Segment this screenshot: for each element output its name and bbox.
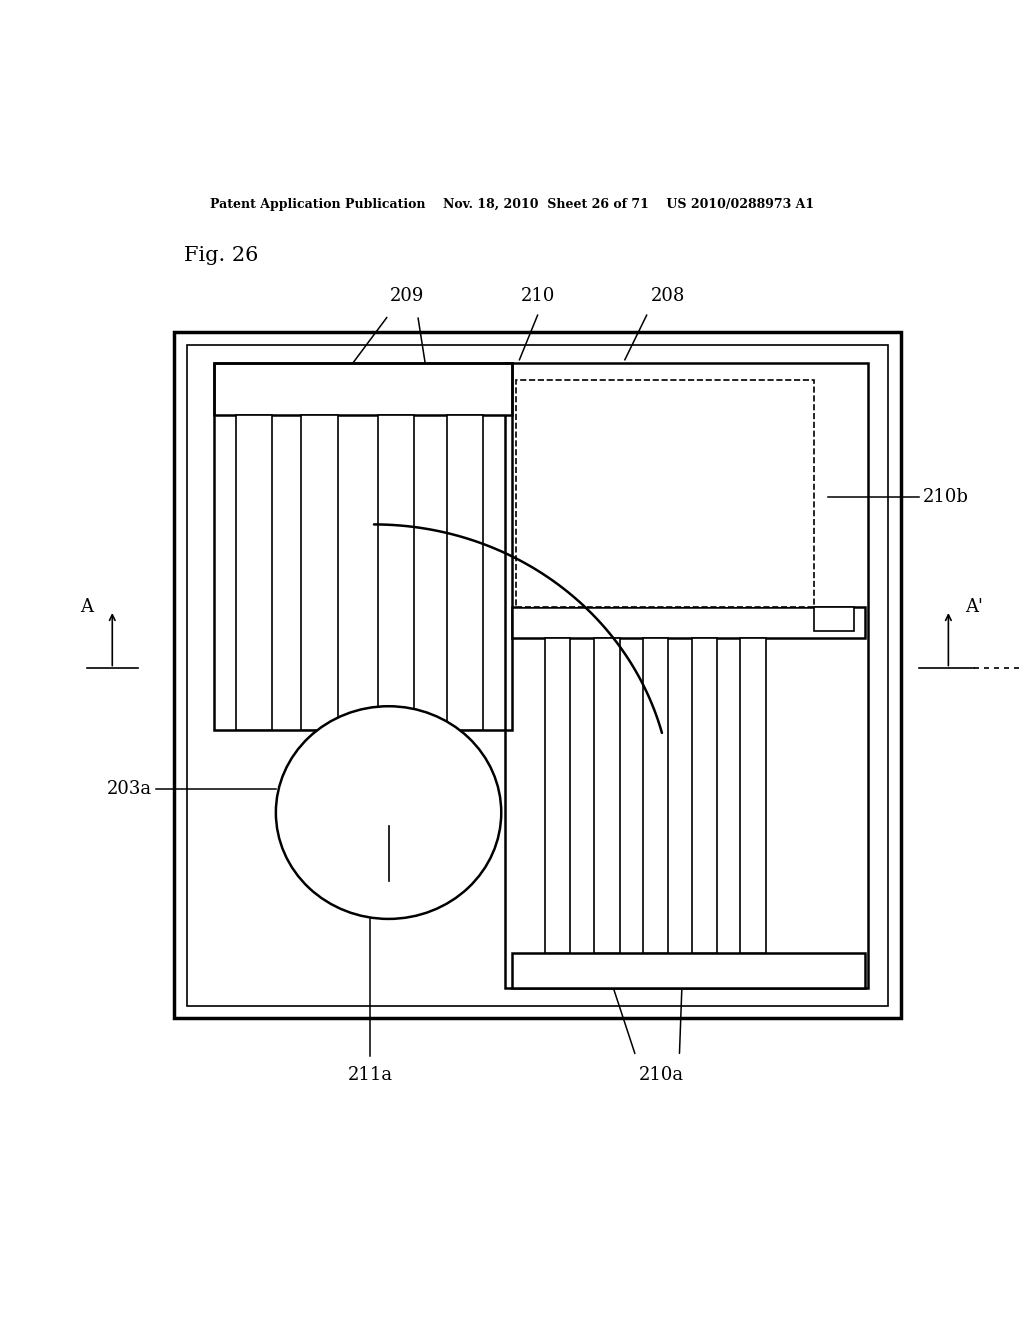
Bar xyxy=(643,638,669,953)
Bar xyxy=(740,638,766,953)
Text: 208: 208 xyxy=(651,286,686,305)
Text: A': A' xyxy=(965,598,983,615)
Bar xyxy=(692,638,717,953)
Text: 203a: 203a xyxy=(108,780,153,797)
Text: 210: 210 xyxy=(520,286,555,305)
Bar xyxy=(214,363,512,730)
Text: Fig. 26: Fig. 26 xyxy=(184,246,259,265)
Text: Patent Application Publication    Nov. 18, 2010  Sheet 26 of 71    US 2010/02889: Patent Application Publication Nov. 18, … xyxy=(210,198,814,211)
Text: 210a: 210a xyxy=(639,1067,684,1085)
Bar xyxy=(378,414,414,730)
Bar xyxy=(214,363,512,414)
Ellipse shape xyxy=(275,706,502,919)
Text: 211a: 211a xyxy=(348,1067,393,1085)
Bar xyxy=(516,380,814,607)
Bar xyxy=(236,414,272,730)
Text: A: A xyxy=(80,598,93,615)
Bar xyxy=(174,333,901,1019)
Bar xyxy=(446,414,483,730)
Bar xyxy=(301,414,338,730)
Text: 209: 209 xyxy=(389,286,424,305)
Bar xyxy=(814,607,854,631)
Bar xyxy=(505,363,868,987)
Bar xyxy=(512,953,864,987)
Text: 210b: 210b xyxy=(923,488,969,506)
Bar xyxy=(594,638,620,953)
Bar xyxy=(512,607,864,638)
Bar xyxy=(187,345,888,1006)
Bar xyxy=(545,638,570,953)
